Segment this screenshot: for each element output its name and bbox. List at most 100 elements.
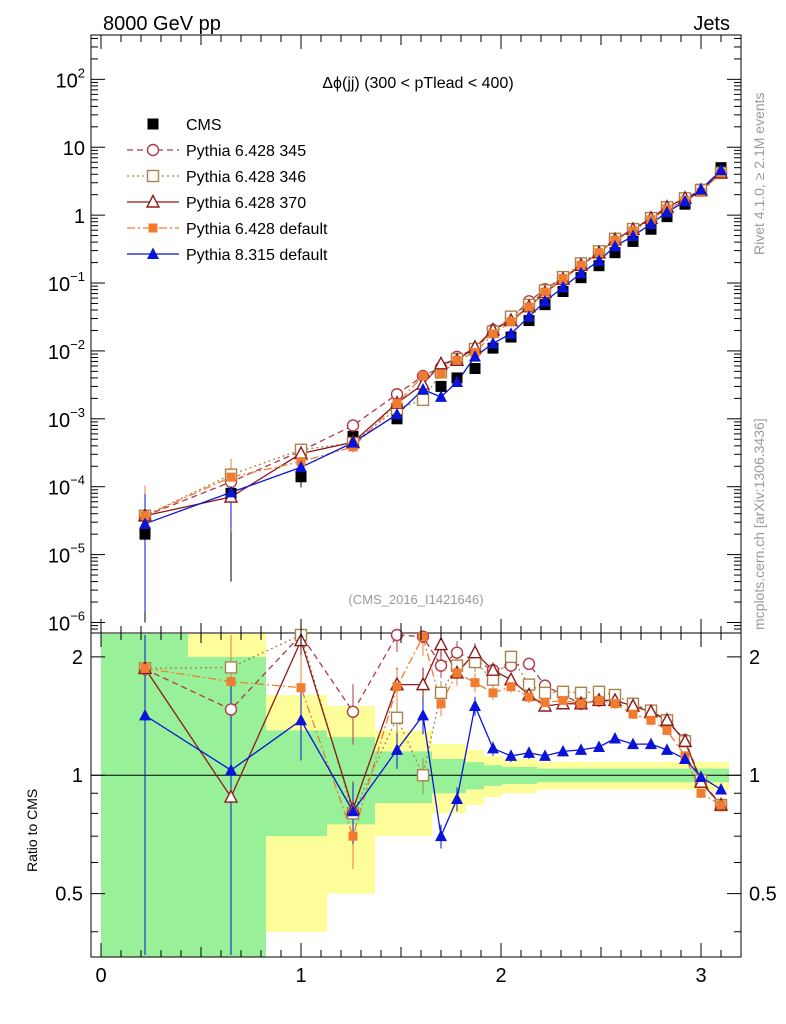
ratio-point bbox=[140, 663, 150, 673]
ratio-tick-label-right: 2 bbox=[749, 647, 760, 669]
data-point bbox=[435, 380, 447, 392]
ratio-point bbox=[679, 752, 691, 764]
markers bbox=[137, 162, 729, 842]
mc-point bbox=[140, 511, 150, 521]
band-1sigma bbox=[466, 762, 484, 790]
legend-marker bbox=[148, 223, 158, 233]
legend-label: Pythia 6.428 346 bbox=[186, 169, 306, 186]
y-tick-label: 10−4 bbox=[48, 473, 85, 500]
mc-point bbox=[523, 310, 535, 322]
ratio-point bbox=[487, 741, 499, 754]
ratio-point bbox=[593, 740, 605, 752]
mc-point bbox=[226, 472, 236, 482]
legend-marker-data bbox=[147, 118, 159, 130]
ratio-point bbox=[417, 708, 429, 721]
x-tick-label: 0 bbox=[95, 965, 106, 987]
ratio-tick-label-left: 1 bbox=[72, 765, 83, 787]
ratio-tick-label-right: 1 bbox=[749, 765, 760, 787]
ratio-point bbox=[485, 662, 501, 676]
y-tick-label: 10−6 bbox=[48, 608, 85, 635]
mc-point bbox=[347, 436, 359, 448]
band-1sigma bbox=[449, 758, 466, 794]
mc-point bbox=[436, 369, 446, 379]
plot-title: Δϕ(jj) (300 < pTlead < 400) bbox=[322, 75, 513, 92]
data-point bbox=[139, 528, 151, 540]
uncertainty-bands bbox=[101, 634, 729, 957]
band-1sigma bbox=[432, 758, 449, 794]
ratio-point bbox=[646, 715, 656, 725]
ratio-point bbox=[677, 733, 693, 747]
ratio-tick-label-left: 2 bbox=[72, 647, 83, 669]
ratio-point bbox=[391, 743, 403, 755]
mc-point bbox=[609, 239, 621, 252]
x-tick-label: 2 bbox=[495, 965, 506, 987]
ratio-point bbox=[662, 725, 672, 735]
header-left: 8000 GeV pp bbox=[103, 13, 221, 35]
ratio-point bbox=[346, 705, 360, 718]
y-tick-label: 10−5 bbox=[48, 541, 85, 568]
ratio-point bbox=[488, 688, 498, 698]
legend-label: Pythia 6.428 345 bbox=[186, 143, 306, 160]
ratio-point bbox=[522, 657, 536, 671]
mc-point bbox=[488, 329, 498, 339]
ratio-point bbox=[504, 650, 518, 664]
ratio-point bbox=[556, 685, 570, 699]
ratio-point bbox=[696, 788, 706, 798]
rivet-label: Rivet 4.1.0, ≥ 2.1M events bbox=[751, 92, 767, 255]
mc-point bbox=[594, 248, 604, 258]
mcplots-label: mcplots.cern.ch [arXiv:1306.3436] bbox=[751, 418, 767, 630]
mc-point bbox=[295, 460, 307, 473]
y-tick-label: 10−3 bbox=[48, 405, 85, 432]
mc-point bbox=[661, 205, 673, 218]
legend-marker bbox=[145, 193, 161, 208]
mc-point bbox=[540, 287, 550, 297]
ratio-point bbox=[225, 763, 237, 776]
ratio-point bbox=[610, 699, 620, 709]
mc-point bbox=[418, 371, 428, 381]
ratio-point bbox=[347, 804, 359, 817]
data-point bbox=[645, 223, 657, 235]
ratio-point bbox=[416, 769, 430, 782]
mc-point bbox=[487, 336, 499, 349]
mc-point bbox=[627, 229, 639, 242]
data-point bbox=[627, 235, 639, 247]
legend-label: Pythia 6.428 370 bbox=[186, 195, 306, 212]
ratio-point bbox=[628, 709, 638, 719]
mc-point bbox=[139, 517, 151, 529]
ratio-point bbox=[645, 737, 657, 750]
ratio-point bbox=[716, 800, 726, 810]
ratio-tick-label-left: 0.5 bbox=[55, 884, 83, 906]
mc-point bbox=[593, 254, 605, 266]
mc-point bbox=[346, 419, 360, 432]
mc-point bbox=[645, 217, 657, 229]
ratio-point bbox=[415, 676, 431, 691]
ratio-point bbox=[539, 749, 551, 761]
mc-point bbox=[506, 317, 516, 327]
data-point bbox=[295, 471, 307, 483]
y-tick-label: 1 bbox=[74, 206, 85, 228]
ratio-point bbox=[659, 712, 675, 726]
data-point bbox=[469, 363, 481, 375]
legend-label-data: CMS bbox=[186, 117, 222, 134]
ratio-point bbox=[450, 646, 464, 659]
ratio-point bbox=[224, 661, 238, 674]
legend-label: Pythia 8.315 default bbox=[186, 247, 328, 264]
band-1sigma bbox=[188, 656, 266, 957]
ratio-point bbox=[506, 682, 516, 692]
y-tick-label: 10 bbox=[63, 138, 85, 160]
analysis-id: (CMS_2016_I1421646) bbox=[348, 592, 483, 607]
ratio-tick-label-right: 0.5 bbox=[749, 884, 777, 906]
ratio-point bbox=[523, 746, 535, 758]
mc-point bbox=[225, 485, 237, 498]
plot-frames bbox=[90, 34, 742, 958]
ratio-y-axis-label: Ratio to CMS bbox=[24, 789, 40, 872]
mc-point bbox=[435, 390, 447, 402]
ratio-point bbox=[434, 686, 448, 700]
ratio-point bbox=[390, 711, 404, 724]
legend: CMS Pythia 6.428 345 Pythia 6.428 346 Pythi… bbox=[127, 117, 328, 264]
ratio-point bbox=[436, 699, 446, 709]
legend-marker bbox=[146, 143, 160, 157]
ratio-point bbox=[505, 749, 517, 761]
mc-point bbox=[452, 355, 462, 365]
